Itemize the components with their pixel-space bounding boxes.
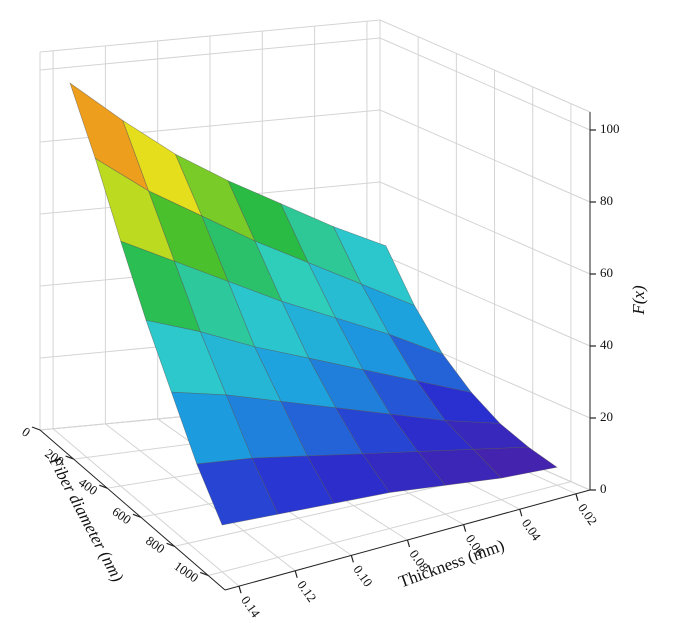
x-tick [519,509,523,517]
z-tick-label: 0 [600,481,607,496]
y-tick-label: 600 [110,504,135,527]
grid-line [379,181,591,275]
z-tick-label: 40 [600,337,613,352]
y-tick [199,571,209,577]
y-tick [99,484,108,489]
y-tick-label: 1000 [171,558,201,585]
x-tick [350,555,354,563]
x-tick [575,493,579,502]
y-axis-line [39,429,226,591]
surface [69,82,558,526]
grid-line [379,37,591,131]
z-tick-label: 80 [600,193,613,208]
x-tick-label: 0.10 [350,562,375,589]
grid-line [52,428,240,587]
x-tick [463,524,467,532]
x-tick [406,539,411,548]
grid-line [39,37,381,71]
z-axis-label: F(x) [629,285,648,316]
x-tick-label: 0.12 [294,578,319,605]
y-tick [31,426,41,431]
y-tick [65,455,74,460]
y-tick-label: 800 [143,533,168,556]
z-tick-label: 20 [600,409,613,424]
z-tick-label: 100 [600,121,620,136]
x-tick-label: 0.02 [575,501,600,528]
box-edge [379,19,591,113]
x-tick [238,585,242,594]
y-tick [132,513,142,518]
x-tick [294,570,298,578]
box-edge [39,19,381,53]
y-tick [166,542,175,547]
surface-patch [196,457,279,526]
grid-line [379,109,591,203]
grid-line [105,423,296,572]
z-tick-label: 60 [600,265,613,280]
x-tick-label: 0.04 [519,516,545,544]
grid-line [379,253,591,347]
x-tick-label: 0.14 [238,593,264,621]
y-tick-label: 0 [19,424,33,440]
